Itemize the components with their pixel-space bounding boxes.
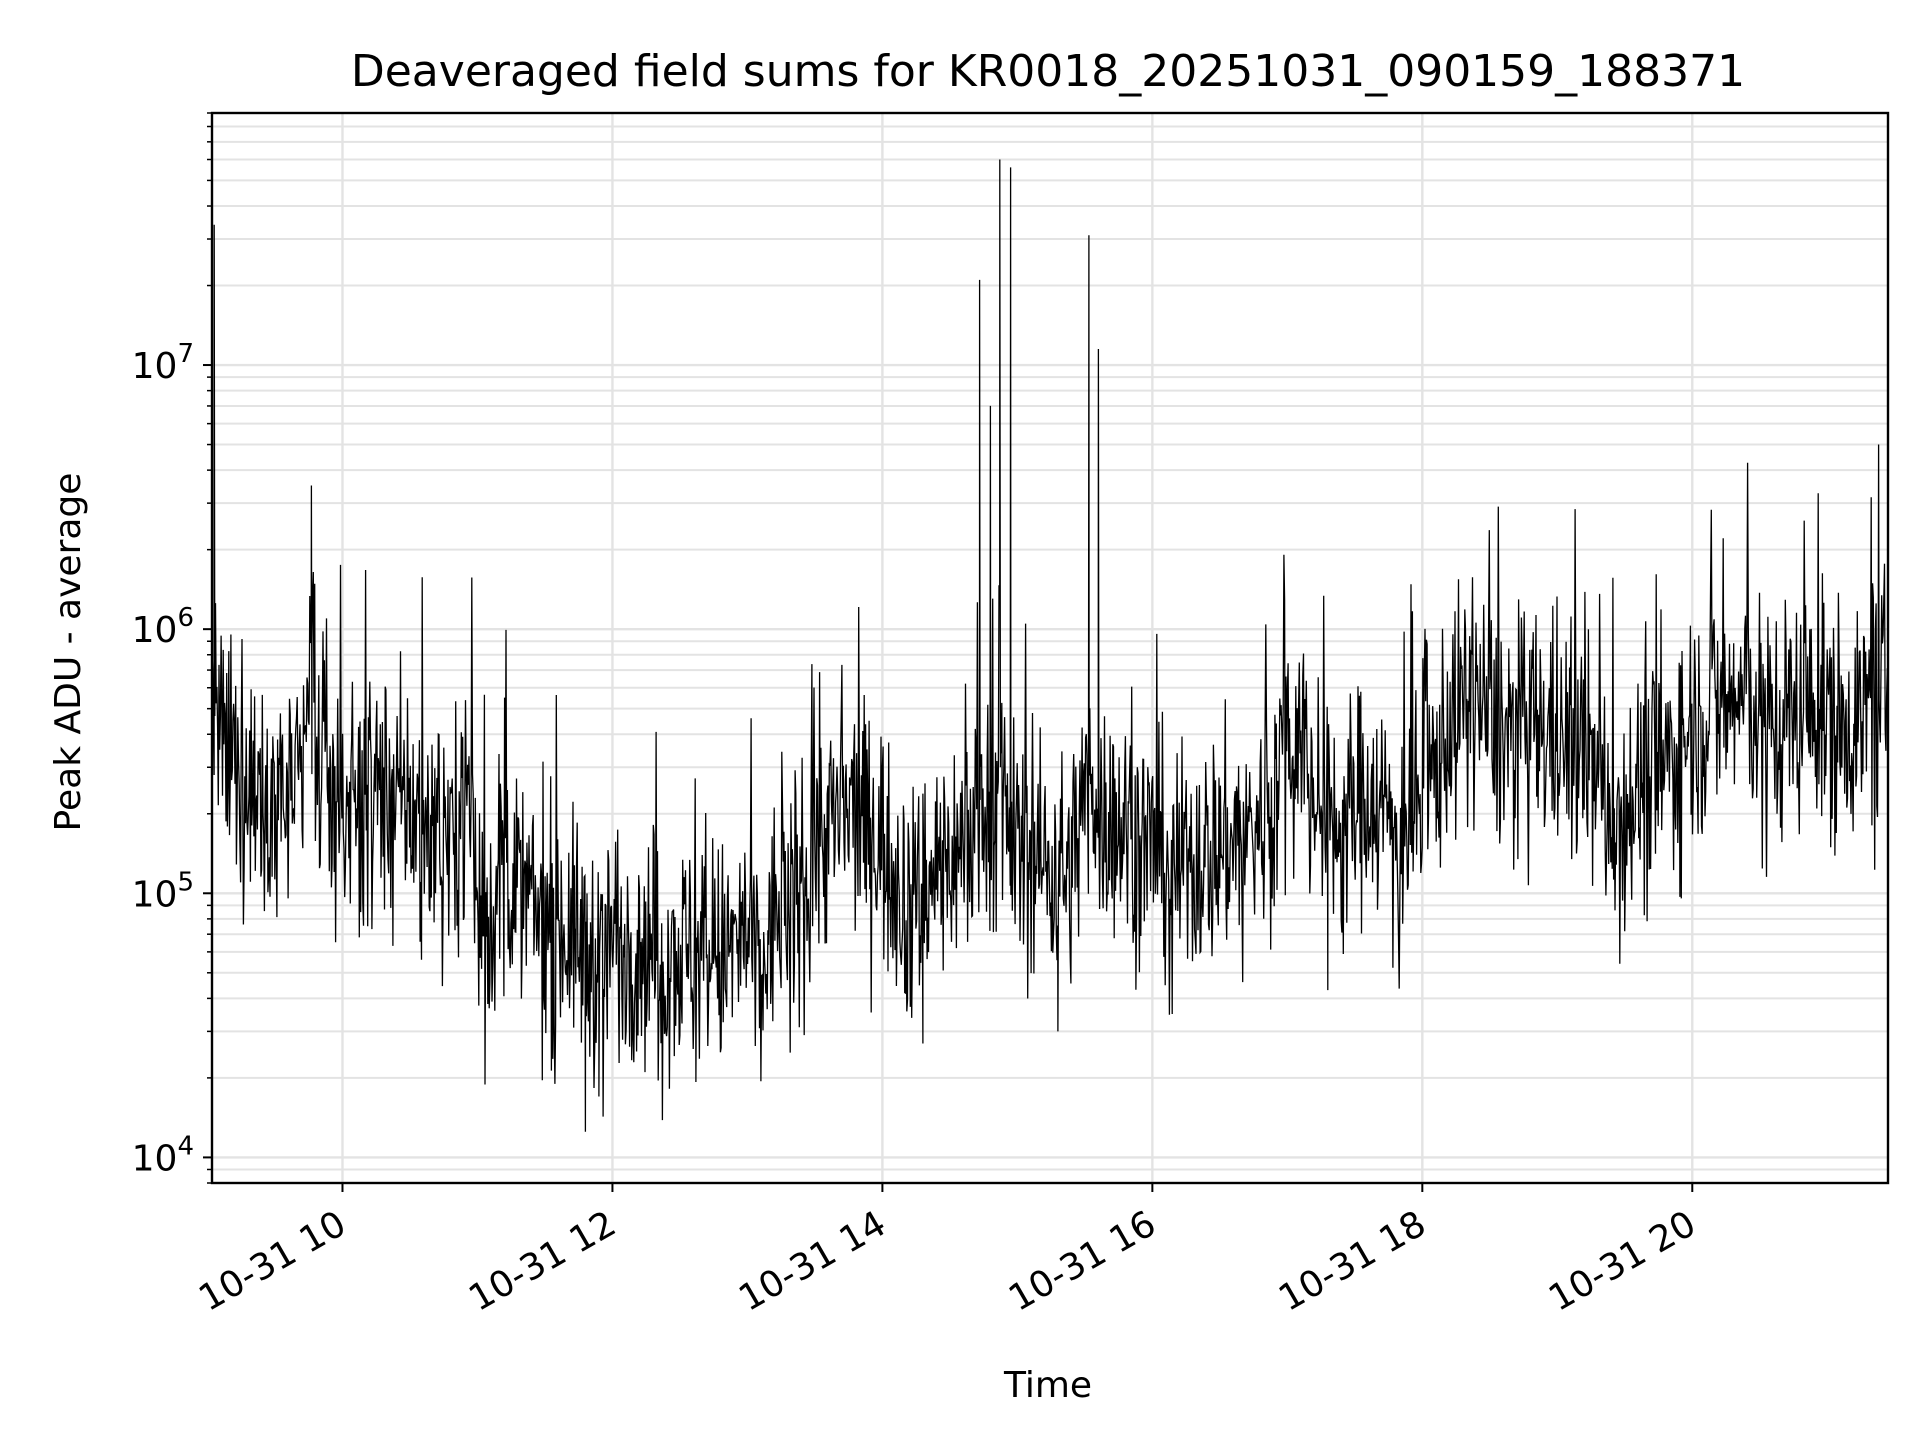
y-tick-exponent: 4 (177, 1131, 194, 1161)
y-axis-label: Peak ADU - average (48, 473, 89, 832)
y-tick-base: 10 (132, 874, 178, 915)
y-tick-exponent: 7 (177, 339, 194, 369)
y-tick-label: 105 (132, 867, 194, 915)
y-tick-exponent: 6 (177, 603, 194, 633)
chart-title: Deaveraged field sums for KR0018_2025103… (351, 46, 1745, 97)
x-axis-label: Time (1003, 1365, 1092, 1406)
y-tick-label: 106 (132, 603, 194, 651)
plot-frame (210, 111, 1890, 1185)
y-tick-base: 10 (132, 610, 178, 651)
data-layer (211, 159, 1889, 1132)
y-tick-label: 104 (132, 1131, 194, 1179)
series-line (211, 159, 1889, 1132)
y-tick-base: 10 (132, 1138, 178, 1179)
y-tick-base: 10 (132, 346, 178, 387)
y-tick-exponent: 5 (177, 867, 194, 897)
y-tick-label: 107 (132, 339, 194, 387)
